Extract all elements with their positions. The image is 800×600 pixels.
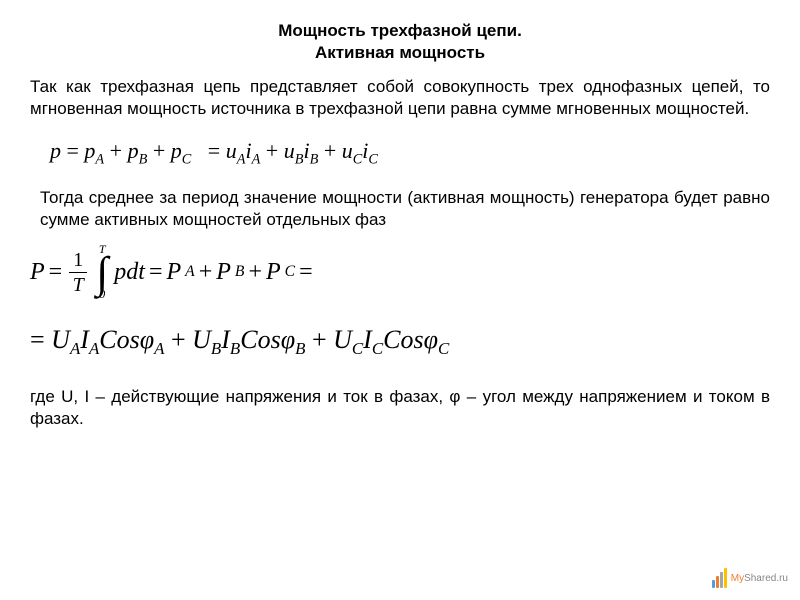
paragraph-1: Так как трехфазная цепь представляет соб… xyxy=(30,76,770,120)
title-line-1: Мощность трехфазной цепи. xyxy=(278,21,522,40)
paragraph-2: Тогда среднее за период значение мощност… xyxy=(40,187,770,231)
slide-title: Мощность трехфазной цепи. Активная мощно… xyxy=(30,20,770,64)
watermark-logo: MyShared.ru xyxy=(712,568,788,588)
formula-instantaneous-power: p = pA + pB + pC = uAiA + uBiB + uCiC xyxy=(50,138,770,168)
logo-bars-icon xyxy=(712,568,727,588)
formula-active-power-expanded: = UAIACosφA + UBIBCosφB + UCICCosφC xyxy=(30,325,770,359)
title-line-2: Активная мощность xyxy=(315,43,485,62)
paragraph-3: где U, I – действующие напряжения и ток … xyxy=(30,386,770,430)
logo-text: MyShared.ru xyxy=(731,573,788,584)
formula-active-power-integral: P = 1 T T ∫ 0 pdt = PA + PB + PC = xyxy=(30,245,770,299)
